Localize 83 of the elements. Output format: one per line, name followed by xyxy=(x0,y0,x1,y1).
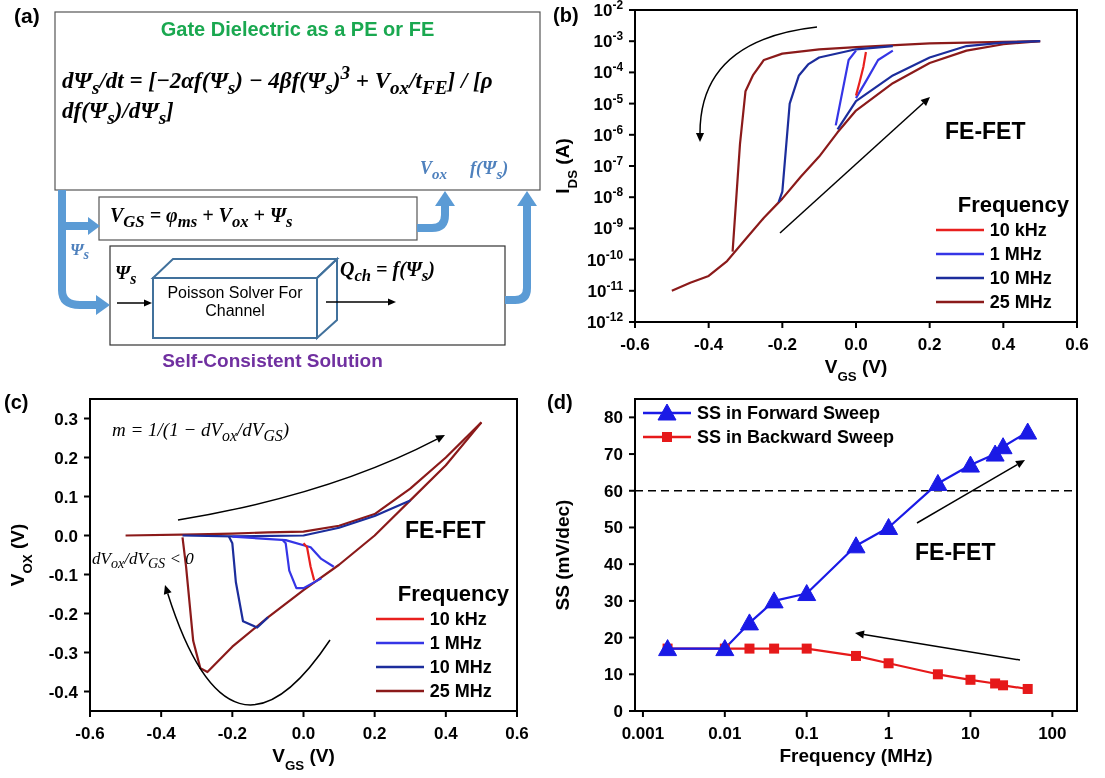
legend-title: Frequency xyxy=(397,581,509,607)
y-axis-title: SS (mV/dec) xyxy=(552,499,573,611)
y-tick-label: -0.3 xyxy=(48,643,78,663)
annotation: m = 1/(1 − dV$_{ox}$/dV$_{GS}$) xyxy=(112,419,290,444)
text: (c) xyxy=(4,391,29,413)
annotation: FE-FET xyxy=(915,539,996,565)
x-tick-label: 100 xyxy=(1038,724,1067,743)
text: dΨ$_{s}$/dt = [−2αf(Ψ$_{s}$) − 4βf(Ψ$_{s}$)$^{3}$ + V$_{ox}$/t$_{FE}$] / [ρ df(Ψ$_{s}$)/dΨ$_{s}$] xyxy=(62,62,493,128)
x-tick-label: 0.4 xyxy=(434,724,459,743)
y-tick-label: 0.2 xyxy=(54,448,78,468)
y-tick-label: 10$^{-2}$ xyxy=(593,0,624,20)
y-tick-label: 0.3 xyxy=(54,409,78,429)
y-tick-label: 10$^{-7}$ xyxy=(593,154,624,176)
text: (d) xyxy=(547,391,573,413)
x-tick-label: 0.4 xyxy=(991,335,1016,354)
y-tick-label: 10$^{-12}$ xyxy=(586,310,624,332)
x-tick-label: 10 xyxy=(961,724,980,743)
x-tick-label: 0.2 xyxy=(917,335,942,354)
y-tick-label: 50 xyxy=(604,518,623,538)
x-tick-label: 0.01 xyxy=(708,724,742,743)
y-tick-label: 10$^{-4}$ xyxy=(593,60,624,83)
text: (b) xyxy=(553,4,579,26)
legend-label: 10 kHz xyxy=(989,219,1047,242)
x-tick-label: -0.6 xyxy=(75,724,105,743)
x-tick-label: 0.0 xyxy=(844,335,868,354)
text: Gate Dielectric as a PE or FE xyxy=(159,18,436,41)
x-tick-label: -0.4 xyxy=(146,724,177,743)
y-tick-label: 10$^{-8}$ xyxy=(593,185,624,208)
y-tick-label: 0.0 xyxy=(54,526,78,546)
x-tick-label: 0.2 xyxy=(362,724,387,743)
legend-label: 10 MHz xyxy=(429,656,492,679)
y-tick-label: 10$^{-10}$ xyxy=(586,247,624,270)
x-tick-label: -0.6 xyxy=(620,335,650,354)
x-tick-label: -0.2 xyxy=(217,724,247,743)
legend-label: 10 kHz xyxy=(429,608,487,631)
legend-label: 25 MHz xyxy=(429,680,492,703)
y-tick-label: 80 xyxy=(604,408,623,428)
y-tick-label: 60 xyxy=(604,481,623,501)
y-tick-label: 10$^{-9}$ xyxy=(593,216,624,239)
x-tick-label: 0.0 xyxy=(291,724,316,743)
annotation: FE-FET xyxy=(405,517,486,543)
text: Self-Consistent Solution xyxy=(162,350,383,371)
x-tick-label: -0.4 xyxy=(694,335,724,354)
y-tick-label: 10 xyxy=(604,665,623,685)
x-axis-title: Frequency (MHz) xyxy=(779,745,933,766)
legend-label: 1 MHz xyxy=(429,632,482,655)
y-tick-label: 10$^{-6}$ xyxy=(593,122,624,145)
y-tick-label: 10$^{-3}$ xyxy=(593,29,624,52)
x-tick-label: 1 xyxy=(883,724,894,743)
text: Poisson Solver For Channel xyxy=(167,284,303,319)
legend-label: SS in Forward Sweep xyxy=(697,402,881,425)
x-tick-label: 0.6 xyxy=(505,724,529,743)
legend-label: SS in Backward Sweep xyxy=(697,426,895,449)
x-tick-label: 0.6 xyxy=(1065,335,1089,354)
y-tick-label: 40 xyxy=(604,555,623,575)
text: V$_{GS}$ = φ$_{ms}$ + V$_{ox}$ + Ψ$_{s}$ xyxy=(110,204,293,231)
annotation: FE-FET xyxy=(945,118,1026,144)
legend-label: 25 MHz xyxy=(989,291,1052,314)
x-axis-title: V$_{GS}$ (V) xyxy=(272,745,335,773)
y-tick-label: -0.4 xyxy=(48,682,79,702)
y-tick-label: -0.2 xyxy=(48,604,78,624)
text: (a) xyxy=(14,4,40,27)
x-tick-label: 0.001 xyxy=(621,724,665,743)
text: Ψ$_{s}$ xyxy=(70,240,90,263)
y-tick-label: -0.1 xyxy=(48,565,78,585)
text: V$_{ox}$ xyxy=(420,158,448,182)
y-tick-label: 20 xyxy=(604,628,623,648)
x-tick-label: 0.1 xyxy=(794,724,819,743)
y-tick-label: 0.1 xyxy=(54,487,78,507)
annotation: dV$_{ox}$/dV$_{GS}$ < 0 xyxy=(92,549,194,572)
text: Q$_{ch}$ = f(Ψ$_{s}$) xyxy=(340,258,435,285)
legend-label: 1 MHz xyxy=(989,243,1042,266)
text: f(Ψ$_{s}$) xyxy=(470,158,509,182)
y-tick-label: 0 xyxy=(613,702,623,721)
legend-label: 10 MHz xyxy=(989,267,1052,290)
y-tick-label: 10$^{-5}$ xyxy=(593,91,624,114)
y-tick-label: 70 xyxy=(604,445,623,465)
legend-title: Frequency xyxy=(957,192,1069,218)
y-tick-label: 30 xyxy=(604,591,623,611)
x-tick-label: -0.2 xyxy=(767,335,797,354)
y-tick-label: 10$^{-11}$ xyxy=(587,278,624,301)
text: Ψ$_{s}$ xyxy=(115,262,137,287)
x-axis-title: V$_{GS}$ (V) xyxy=(824,356,888,384)
